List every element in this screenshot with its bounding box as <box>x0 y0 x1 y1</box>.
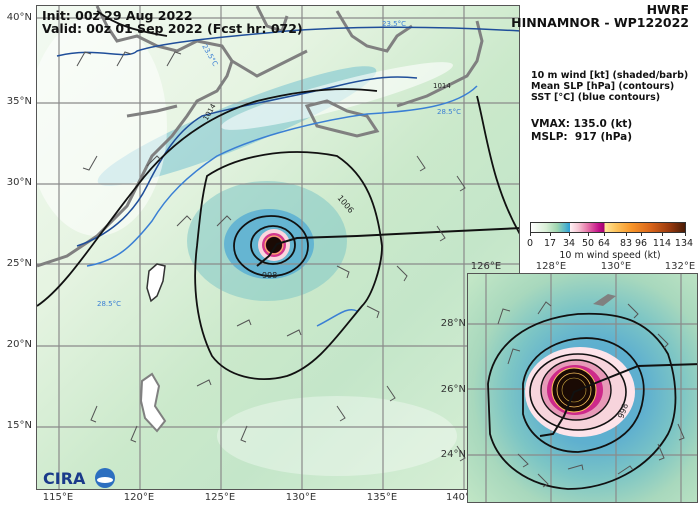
lat-tick-15n: 15°N <box>6 420 32 431</box>
colorbar-tick-134: 134 <box>674 238 694 249</box>
colorbar-title: 10 m wind speed (kt) <box>559 250 661 261</box>
legend-sst: SST [°C] (blue contours) <box>531 92 661 103</box>
model-title: HWRF <box>646 2 689 17</box>
lat-tick-20n: 20°N <box>6 339 32 350</box>
main-map-graphics: 998 1006 1014 1014 23.5°C 28.5°C 28.5°C … <box>37 6 519 489</box>
cira-logo-text: CIRA <box>43 469 86 488</box>
legend-slp: Mean SLP [hPa] (contours) <box>531 81 675 92</box>
sst-label-4: 23.5°C <box>382 20 406 28</box>
inset-lat-tick-28n: 28°N <box>440 318 466 329</box>
inset-lat-tick-26n: 26°N <box>440 384 466 395</box>
main-map: 998 1006 1014 1014 23.5°C 28.5°C 28.5°C … <box>36 5 520 490</box>
mslp-value: MSLP: 917 (hPa) <box>531 131 633 143</box>
contour-label-998: 998 <box>262 271 277 280</box>
vmax-value: VMAX: 135.0 (kt) <box>531 118 633 130</box>
valid-time-label: Valid: 00z 01 Sep 2022 (Fcst hr: 072) <box>42 21 303 36</box>
colorbar-tick-96: 96 <box>634 238 648 249</box>
lon-tick-130e: 130°E <box>285 492 317 503</box>
lat-tick-30n: 30°N <box>6 177 32 188</box>
colorbar-tick-34: 34 <box>562 238 576 249</box>
lon-tick-115e: 115°E <box>42 492 74 503</box>
cira-logo: CIRA <box>43 468 115 488</box>
colorbar-tick-50: 50 <box>581 238 595 249</box>
colorbar-tick-114: 114 <box>652 238 672 249</box>
sst-label-2: 28.5°C <box>97 300 121 308</box>
inset-zoom-map: 998 <box>467 273 698 503</box>
inset-lon-tick-130e: 130°E <box>600 261 632 272</box>
inset-lon-tick-126e: 126°E <box>470 261 502 272</box>
contour-label-1006: 1006 <box>335 194 355 215</box>
sst-label-3: 28.5°C <box>437 108 461 116</box>
init-time-label: Init: 00z 29 Aug 2022 <box>42 8 193 23</box>
wind-speed-colorbar <box>530 222 686 233</box>
lon-tick-120e: 120°E <box>123 492 155 503</box>
colorbar-tick-17: 17 <box>543 238 557 249</box>
lat-tick-40n: 40°N <box>6 12 32 23</box>
lon-tick-125e: 125°E <box>204 492 236 503</box>
storm-title: HINNAMNOR - WP122022 <box>511 15 689 30</box>
inset-lon-tick-128e: 128°E <box>535 261 567 272</box>
contour-label-1014-b: 1014 <box>433 82 451 90</box>
legend-wind: 10 m wind [kt] (shaded/barb) <box>531 70 689 81</box>
sst-label-1: 23.5°C <box>200 43 219 68</box>
lat-tick-25n: 25°N <box>6 258 32 269</box>
lat-tick-35n: 35°N <box>6 96 32 107</box>
lon-tick-140e: 140° <box>445 492 471 503</box>
inset-map-graphics: 998 <box>468 274 697 502</box>
inset-lat-tick-24n: 24°N <box>440 449 466 460</box>
inset-lon-tick-132e: 132°E <box>664 261 696 272</box>
lon-tick-135e: 135°E <box>366 492 398 503</box>
colorbar-tick-83: 83 <box>619 238 633 249</box>
colorbar-tick-64: 64 <box>597 238 611 249</box>
colorbar-tick-0: 0 <box>526 238 534 249</box>
